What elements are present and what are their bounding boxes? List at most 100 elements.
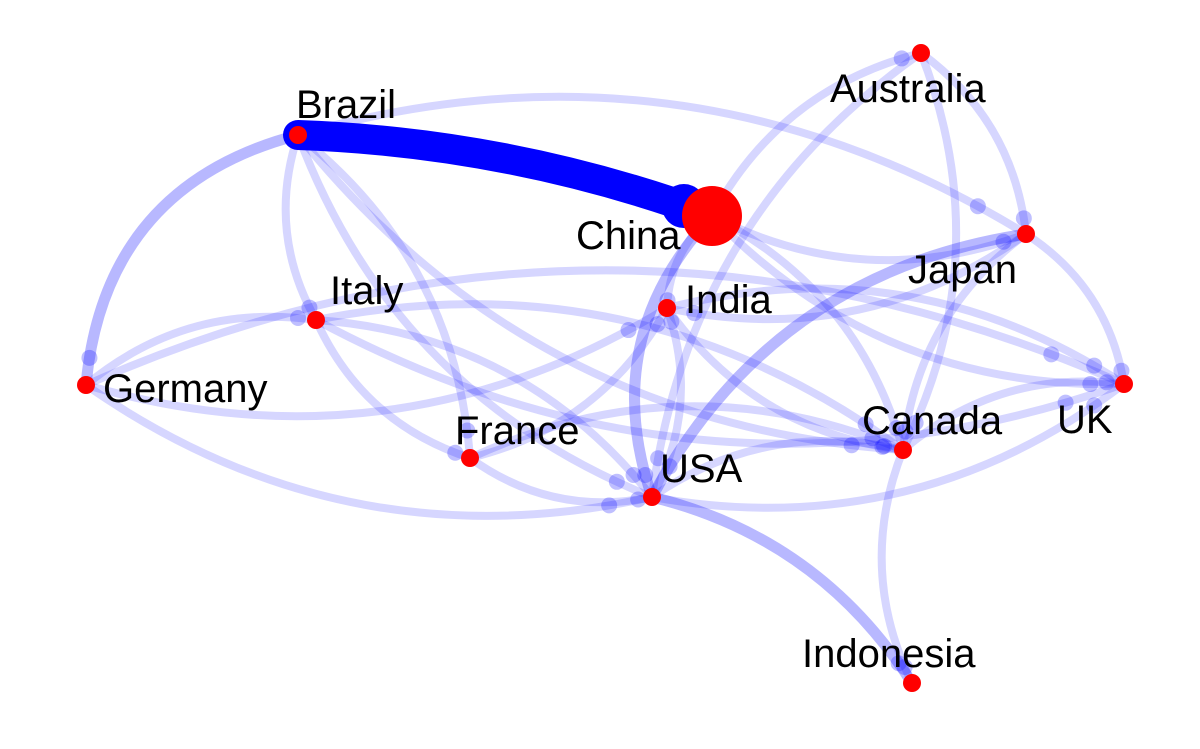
edge-arrowhead-germany-india xyxy=(620,322,637,339)
edge-germany-india xyxy=(82,304,671,421)
edge-arrowhead-brazil-france xyxy=(459,422,476,439)
edge-canada-uk xyxy=(899,377,1128,454)
edge-arrowhead-japan-uk xyxy=(1113,362,1130,379)
node-japan xyxy=(1017,225,1035,243)
edge-arrowhead-china-canada xyxy=(888,420,905,437)
node-label-germany: Germany xyxy=(103,367,268,411)
edge-arrowhead-australia-japan xyxy=(1015,210,1032,227)
edge-arrowhead-france-usa xyxy=(630,491,647,508)
node-uk xyxy=(1115,375,1133,393)
node-label-japan: Japan xyxy=(908,248,1017,292)
edge-arrowhead-germany-uk xyxy=(1043,346,1060,363)
edge-australia-canada xyxy=(899,49,961,454)
edge-germany-uk xyxy=(82,266,1128,389)
edge-arrowhead-china-usa xyxy=(637,466,654,483)
node-label-italy: Italy xyxy=(330,269,403,313)
edge-italy-canada xyxy=(312,300,907,454)
edge-japan-india xyxy=(663,230,1030,324)
edge-arrowhead-japan-canada xyxy=(897,423,914,440)
edge-arrowhead-italy-uk xyxy=(1057,394,1074,411)
edge-arrowhead-usa-india xyxy=(663,313,680,330)
edge-japan-usa xyxy=(646,228,1032,503)
edge-france-canada xyxy=(466,402,907,462)
edge-china-japan xyxy=(708,212,1030,265)
edge-arrowhead-usa-indonesia xyxy=(890,655,907,672)
edge-arrowhead-china-japan xyxy=(995,233,1012,250)
node-label-brazil: Brazil xyxy=(296,83,396,127)
edge-usa-indonesia xyxy=(646,491,918,689)
edge-arrowhead-brazil-canada xyxy=(843,437,860,454)
edge-brazil-usa xyxy=(294,131,656,501)
edge-brazil-germany xyxy=(80,129,304,391)
edge-arrowhead-france-india xyxy=(649,316,666,333)
node-label-australia: Australia xyxy=(830,67,986,111)
node-usa xyxy=(643,488,661,506)
edge-germany-usa xyxy=(82,381,656,520)
node-layer xyxy=(77,44,1133,692)
node-france xyxy=(461,449,479,467)
edge-usa-canada xyxy=(648,436,907,501)
edge-arrowhead-germany-italy xyxy=(290,309,307,326)
edge-arrowhead-usa-canada xyxy=(876,438,893,455)
edge-arrowhead-australia-canada xyxy=(907,414,924,431)
edge-arrowhead-china-uk xyxy=(1082,376,1099,393)
edge-arrowhead-china-australia xyxy=(893,50,910,67)
edge-australia-japan xyxy=(917,49,1030,238)
edge-france-india xyxy=(466,304,671,462)
edge-arrowhead-usa-uk xyxy=(1086,397,1103,414)
edge-italy-usa xyxy=(312,316,656,501)
edge-china-uk xyxy=(708,212,1128,389)
node-label-china: China xyxy=(576,214,681,258)
edge-layer xyxy=(80,49,1130,689)
edge-arrowhead-japan-india xyxy=(686,305,703,322)
edge-china-usa xyxy=(629,210,718,503)
edge-usa-india xyxy=(648,304,685,501)
node-india xyxy=(658,299,676,317)
edge-arrowhead-brazil-japan xyxy=(969,198,986,215)
edge-france-usa xyxy=(466,454,656,507)
edge-brazil-japan xyxy=(294,92,1030,238)
edge-italy-france xyxy=(312,316,474,462)
edge-arrowhead-brazil-germany xyxy=(81,349,98,366)
edge-arrowhead-japan-usa xyxy=(661,458,678,475)
edge-arrowhead-germany-usa xyxy=(601,497,618,514)
node-label-usa: USA xyxy=(660,447,743,491)
edge-brazil-china xyxy=(283,120,727,231)
edge-arrowhead-italy-france xyxy=(447,444,464,461)
node-label-france: France xyxy=(455,409,580,453)
edge-india-uk xyxy=(663,284,1128,388)
edge-china-australia xyxy=(708,49,925,220)
edge-usa-uk xyxy=(648,380,1128,512)
edge-arrowhead-australia-usa xyxy=(650,450,667,467)
node-indonesia xyxy=(903,674,921,692)
node-label-uk: UK xyxy=(1057,398,1113,442)
edge-brazil-france xyxy=(294,131,474,462)
node-label-indonesia: Indonesia xyxy=(802,632,976,676)
node-label-india: India xyxy=(685,278,772,322)
node-brazil xyxy=(289,126,307,144)
node-australia xyxy=(912,44,930,62)
label-layer: Brazil China Australia Japan Italy India… xyxy=(103,67,1113,676)
edge-india-canada xyxy=(663,304,907,454)
node-italy xyxy=(307,311,325,329)
edge-arrowhead-italy-usa xyxy=(625,466,642,483)
edge-japan-uk xyxy=(1022,230,1128,388)
edge-australia-usa xyxy=(648,49,925,501)
edge-arrowhead-brazil-usa xyxy=(608,473,625,490)
edge-germany-italy xyxy=(82,312,320,389)
node-canada xyxy=(894,441,912,459)
edge-arrowhead-canada-uk xyxy=(1098,374,1115,391)
edge-arrowhead-france-canada xyxy=(864,430,881,447)
node-germany xyxy=(77,376,95,394)
edge-arrowhead-italy-canada xyxy=(857,416,874,433)
edge-japan-canada xyxy=(899,230,1030,454)
edge-brazil-canada xyxy=(294,131,907,454)
edge-china-canada xyxy=(708,212,907,454)
edge-canada-indonesia xyxy=(877,446,916,687)
node-label-canada: Canada xyxy=(862,399,1003,443)
edge-brazil-italy xyxy=(281,131,320,324)
edge-arrowhead-india-uk xyxy=(1086,357,1103,374)
node-china xyxy=(682,186,742,246)
edge-arrowhead-india-canada xyxy=(874,438,891,455)
